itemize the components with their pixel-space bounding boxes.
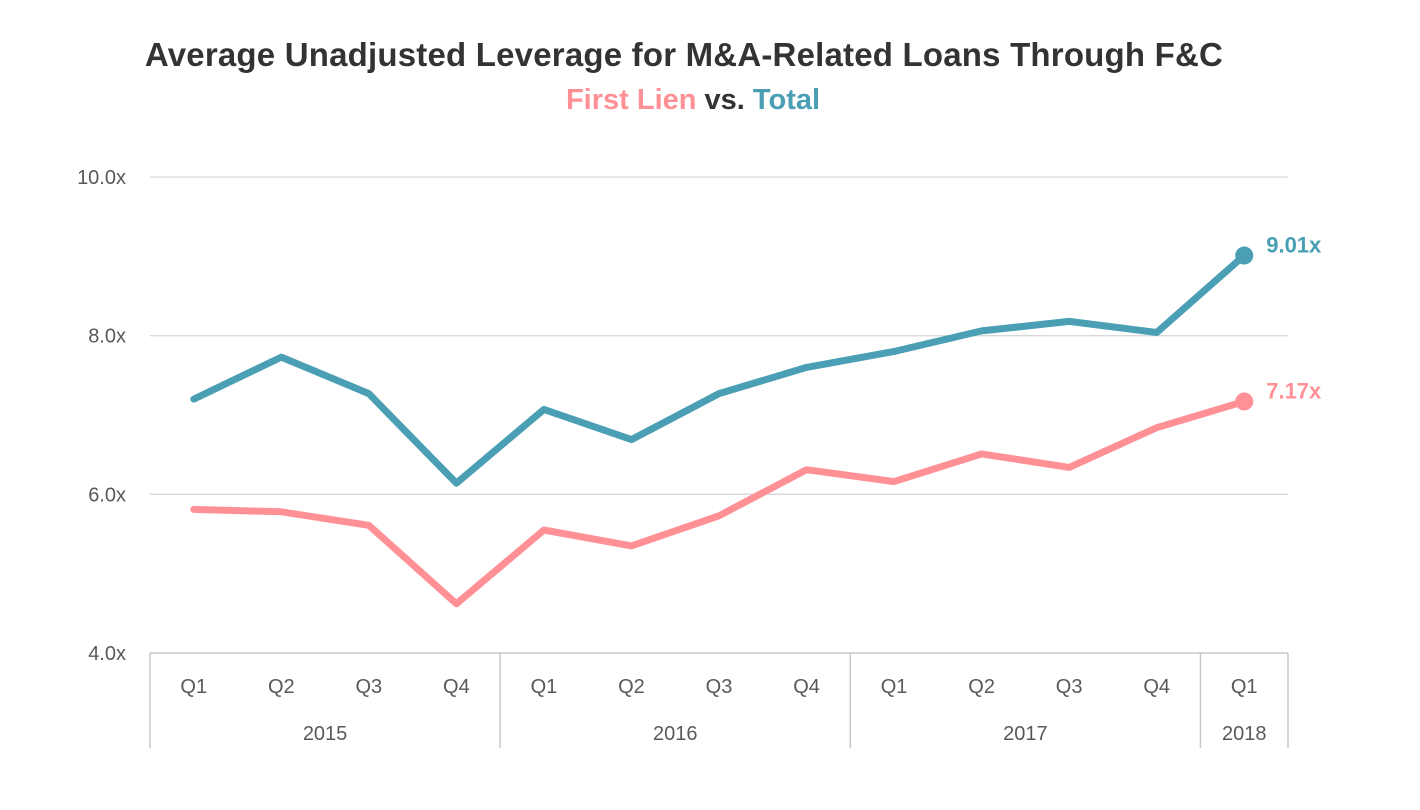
x-tick-label: Q4 (793, 676, 820, 698)
subtitle-separator: vs. (704, 84, 745, 116)
chart-subtitle: First Lien vs. Total (0, 84, 1386, 117)
end-marker-first-lien (1235, 392, 1254, 411)
x-tick-label: Q1 (180, 676, 207, 698)
subtitle-series-first-lien: First Lien (565, 84, 697, 116)
series-line-first-lien (190, 398, 1248, 608)
end-marker-total (1235, 246, 1254, 265)
gridlines (150, 176, 1288, 495)
x-tick-label: Q1 (1231, 676, 1258, 698)
chart-title: Average Unadjusted Leverage for M&A-Rela… (144, 36, 1224, 73)
end-labels: 9.01x 7.17x (1266, 233, 1322, 404)
x-tick-label: Q2 (968, 676, 995, 698)
end-value-label-first-lien: 7.17x (1266, 379, 1322, 404)
x-tick-label: Q2 (618, 676, 645, 698)
year-group-label: 2016 (653, 723, 698, 745)
y-tick-label: 4.0x (88, 643, 126, 665)
year-group-label: 2017 (1003, 723, 1048, 745)
year-group-label: 2015 (303, 723, 348, 745)
x-tick-label: Q3 (1056, 676, 1083, 698)
subtitle-series-total: Total (752, 84, 821, 116)
x-tick-label: Q3 (356, 676, 383, 698)
year-group-label: 2018 (1222, 723, 1267, 745)
x-tick-label: Q2 (268, 676, 295, 698)
x-axis: Q1 Q2 Q3 Q4 Q1 Q2 Q3 Q4 Q1 Q2 Q3 Q4 Q1 2015 2016 2017 20… (149, 652, 1289, 748)
x-tick-label: Q4 (443, 676, 470, 698)
series-lines (190, 246, 1254, 608)
x-tick-label: Q3 (706, 676, 733, 698)
y-tick-label: 8.0x (88, 326, 126, 348)
series-line-total (190, 252, 1248, 487)
x-tick-label: Q1 (881, 676, 908, 698)
end-value-label-total: 9.01x (1266, 233, 1322, 258)
x-tick-label: Q1 (531, 676, 558, 698)
y-tick-label: 10.0x (77, 167, 126, 189)
y-tick-label: 6.0x (88, 484, 126, 506)
x-tick-label: Q4 (1143, 676, 1170, 698)
y-axis-ticks: 4.0x 6.0x 8.0x 10.0x (77, 167, 126, 665)
